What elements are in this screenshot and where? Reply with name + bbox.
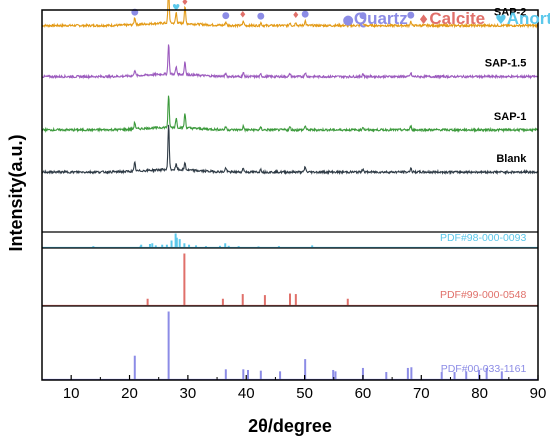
- peak-marker-calcite-7: ♦: [292, 11, 300, 21]
- peak-marker-quartz-0: ●: [131, 7, 139, 17]
- series-label-sap-1-5: SAP-1.5: [485, 58, 527, 70]
- plot-frame: [41, 9, 539, 381]
- legend-text-quartz: Quartz: [354, 9, 408, 28]
- legend-symbol-quartz: ●: [343, 13, 354, 28]
- ref-label-1: PDF#99-000-0548: [440, 289, 527, 301]
- peak-marker-quartz-6: ●: [257, 12, 265, 22]
- x-tick-label-60: 60: [355, 385, 372, 402]
- peak-marker-quartz-8: ●: [301, 10, 309, 20]
- x-tick-label-50: 50: [296, 385, 313, 402]
- y-axis-title: Intensity(a.u.): [6, 134, 26, 251]
- x-tick-label-30: 30: [180, 385, 197, 402]
- x-tick-label-20: 20: [121, 385, 138, 402]
- x-tick-label-10: 10: [63, 385, 80, 402]
- legend-text-calcite: Calcite: [429, 9, 485, 28]
- peak-marker-quartz-4: ●: [222, 11, 230, 21]
- legend-symbol-anorthite: ♥: [495, 13, 507, 28]
- series-line-sap-1-5: [41, 44, 539, 80]
- x-axis-title: 2θ/degree: [248, 416, 332, 436]
- series-line-blank: [41, 124, 538, 176]
- x-tick-label-80: 80: [471, 385, 488, 402]
- peak-marker-calcite-5: ♦: [239, 10, 247, 20]
- x-tick-label-40: 40: [238, 385, 255, 402]
- ref-label-0: PDF#98-000-0093: [440, 232, 527, 244]
- series-line-sap-1: [41, 95, 539, 134]
- x-tick-label-90: 90: [530, 385, 547, 402]
- legend: ●Quartz ♦Calcite ♥Anorthite: [343, 9, 550, 28]
- series-line-sap-2: [41, 0, 539, 29]
- series-label-blank: Blank: [496, 153, 527, 165]
- peak-marker-quartz-9: ●: [359, 11, 367, 21]
- peak-marker-calcite-3: ♦: [181, 0, 189, 8]
- peak-marker-quartz-10: ●: [407, 10, 415, 20]
- ref-label-2: PDF#00-033-1161: [441, 363, 527, 375]
- series-label-sap-1: SAP-1: [494, 111, 526, 123]
- legend-symbol-calcite: ♦: [418, 13, 430, 28]
- x-tick-label-70: 70: [413, 385, 430, 402]
- legend-text-anorthite: Anorthite: [507, 9, 550, 28]
- peak-marker-anorthite-2: ♥: [172, 4, 180, 14]
